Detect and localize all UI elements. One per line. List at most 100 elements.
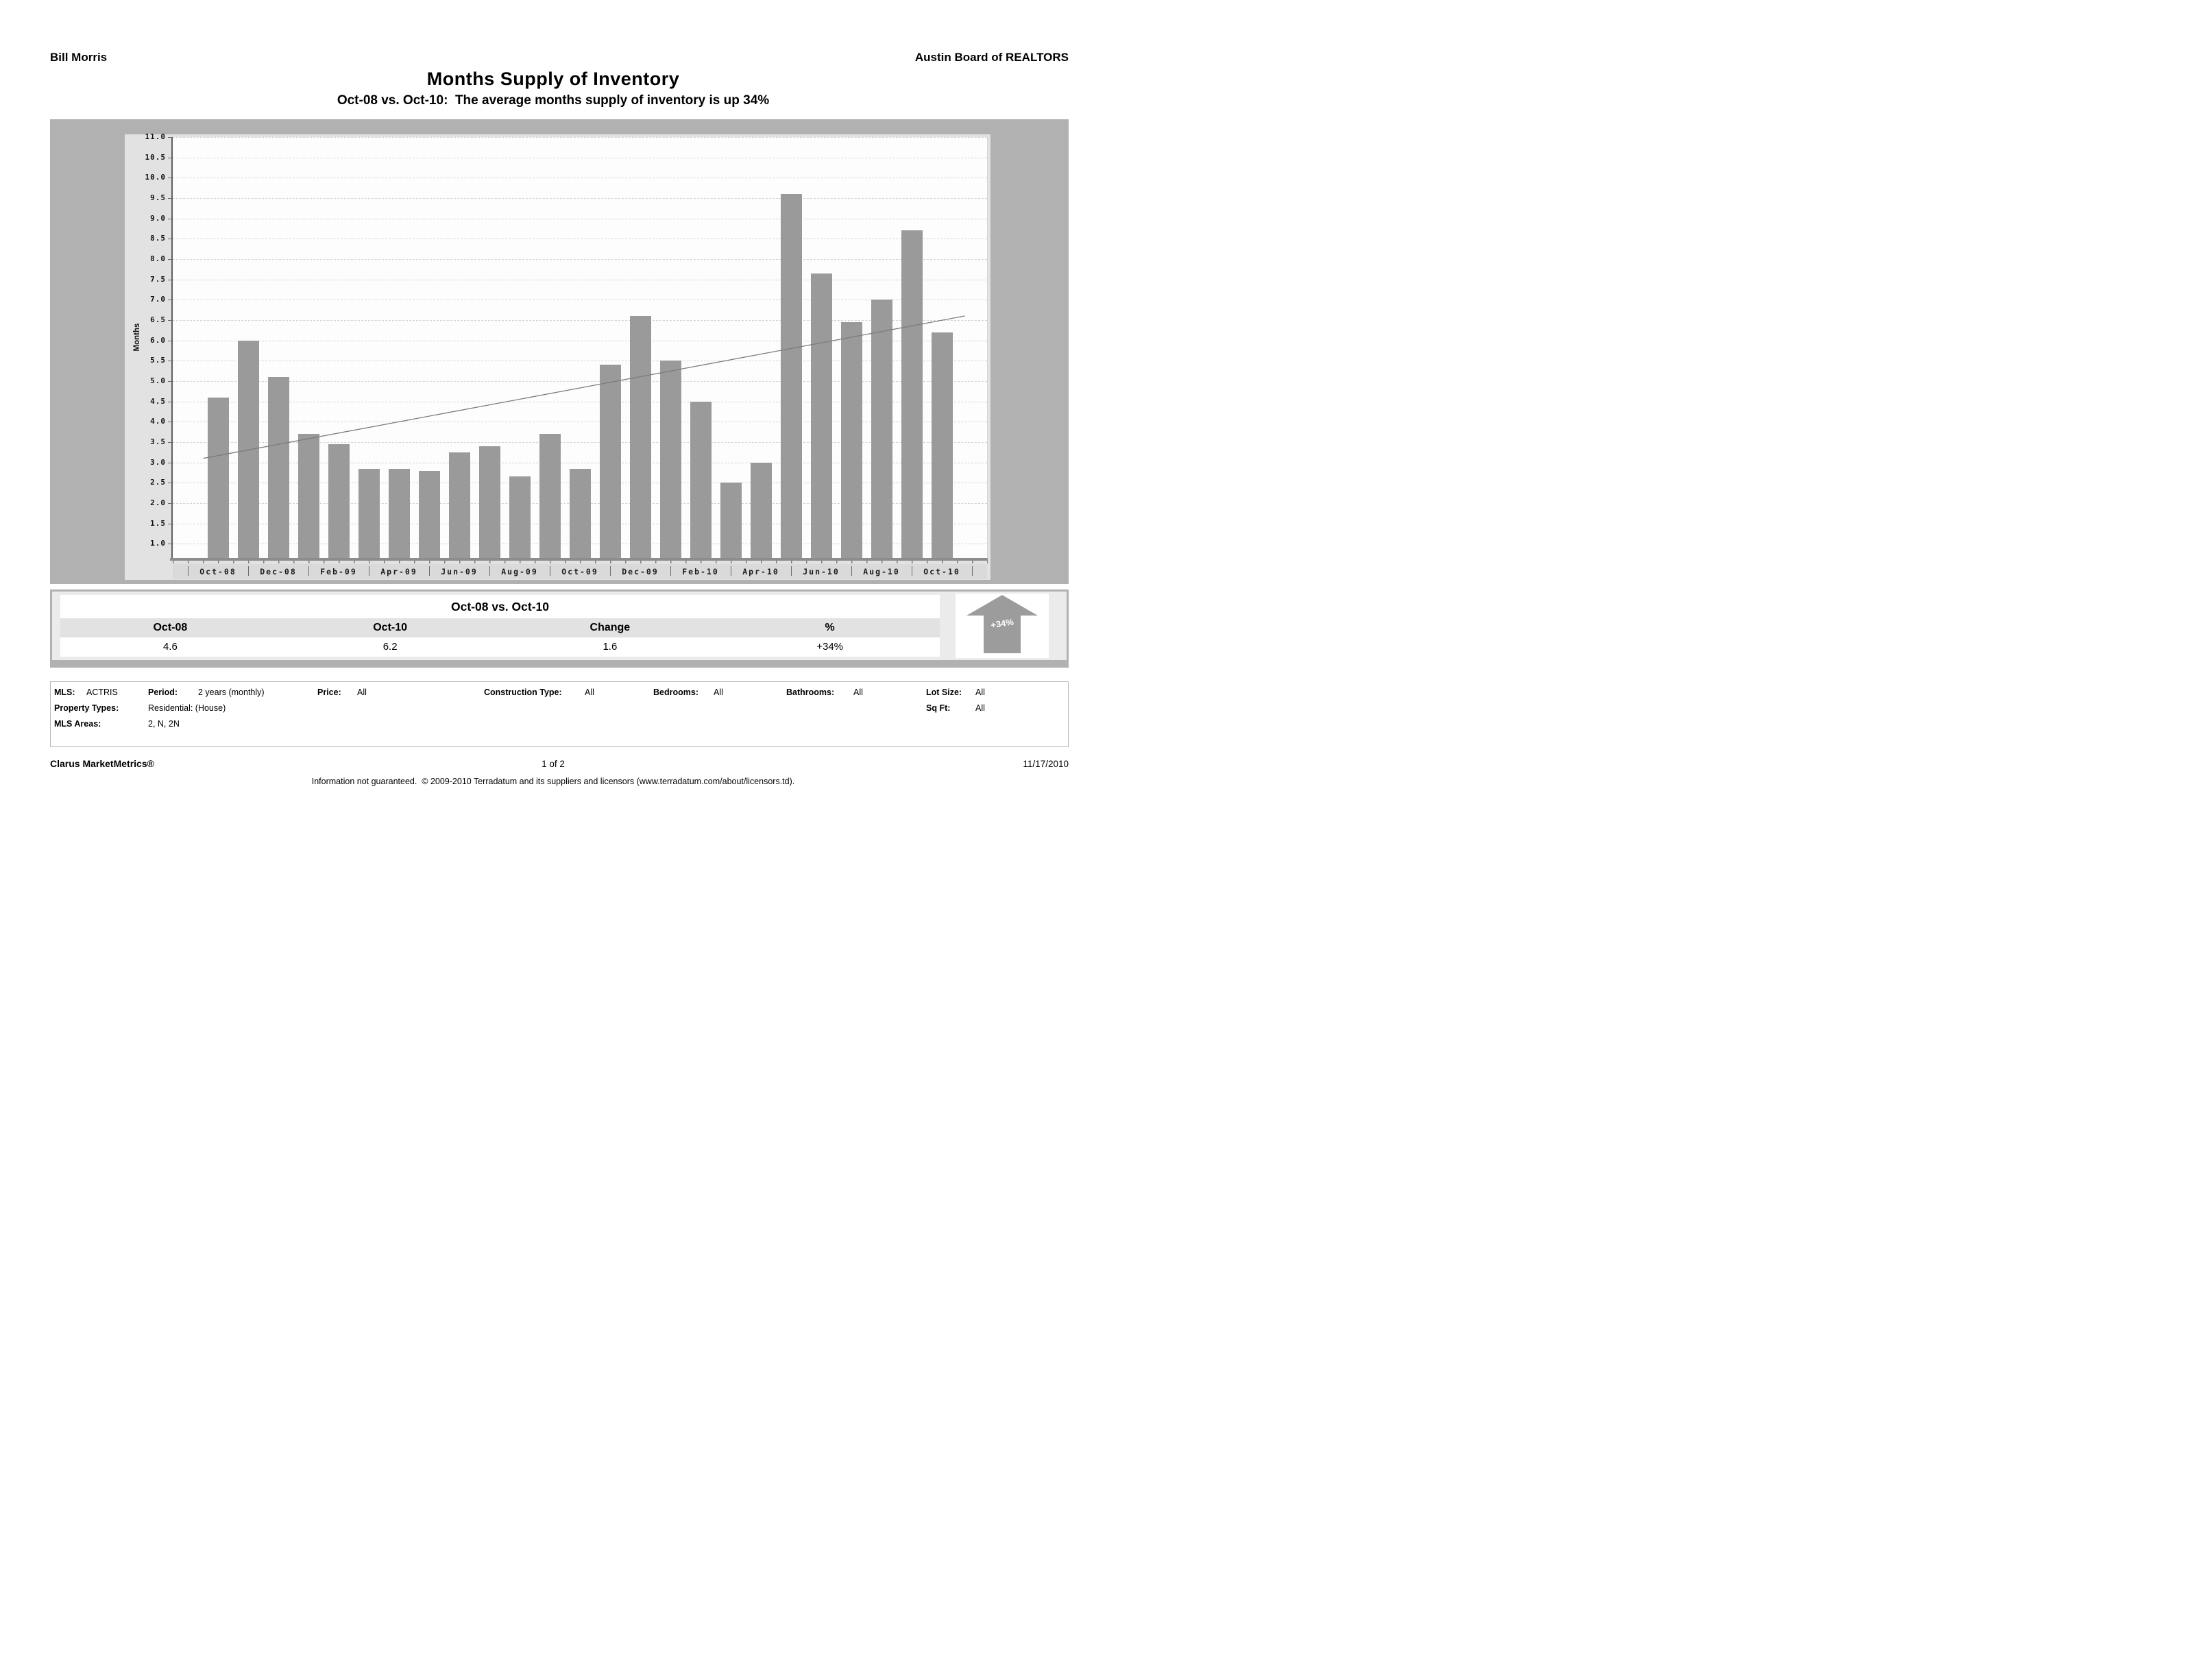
filter-value: All xyxy=(585,688,594,697)
x-axis-minor-ticks xyxy=(173,561,988,563)
month-separator-tick xyxy=(187,566,189,576)
bar xyxy=(750,462,772,558)
report-title: Months Supply of Inventory xyxy=(426,69,680,89)
y-axis-label: 4.5 xyxy=(150,396,166,406)
filter-label: Bedrooms: xyxy=(653,688,698,697)
summary-table-value-row: 4.6 6.2 1.6 +34% xyxy=(60,637,940,657)
y-axis-label: 3.0 xyxy=(150,457,166,467)
summary-column-header: Oct-10 xyxy=(373,622,408,633)
x-axis-label: Oct-10 xyxy=(923,567,960,576)
y-axis-line xyxy=(171,137,173,561)
x-axis-label: Aug-09 xyxy=(501,567,538,576)
y-axis-tick xyxy=(168,137,171,138)
filter-label: Construction Type: xyxy=(484,688,562,697)
trend-arrow-box: +34% xyxy=(956,594,1049,658)
month-separator-tick xyxy=(790,566,792,576)
bar xyxy=(901,230,923,558)
month-separator-tick xyxy=(609,566,611,576)
x-axis-label: Oct-09 xyxy=(561,567,598,576)
y-axis-label: 5.0 xyxy=(150,376,166,385)
y-axis-tick xyxy=(168,380,171,382)
summary-value: 4.6 xyxy=(162,641,178,653)
bar xyxy=(931,332,953,558)
bar xyxy=(629,316,651,558)
x-axis-label: Feb-09 xyxy=(320,567,357,576)
bar xyxy=(358,468,380,558)
x-axis-label: Feb-10 xyxy=(682,567,719,576)
y-axis-tick xyxy=(168,441,171,443)
report-page: Bill Morris Austin Board of REALTORS Mon… xyxy=(0,0,1106,839)
x-axis-label: Apr-10 xyxy=(742,567,779,576)
gridline xyxy=(173,137,987,138)
y-axis-label: 3.5 xyxy=(150,437,166,446)
plot-right-border xyxy=(987,137,988,558)
report-date: 11/17/2010 xyxy=(1023,759,1069,769)
filter-label: Price: xyxy=(317,688,341,697)
up-arrow-stem xyxy=(984,615,1021,653)
bar xyxy=(840,321,862,558)
filter-value: All xyxy=(714,688,723,697)
bar xyxy=(599,365,621,558)
summary-value: 1.6 xyxy=(603,641,618,653)
summary-table-title: Oct-08 vs. Oct-10 xyxy=(60,595,940,618)
x-axis-label: Jun-10 xyxy=(803,567,840,576)
y-axis-label: 2.0 xyxy=(150,498,166,507)
x-axis-label: Dec-09 xyxy=(622,567,659,576)
filter-label: Property Types: xyxy=(54,703,119,713)
y-axis-label: 6.5 xyxy=(150,315,166,324)
gridline xyxy=(173,380,987,382)
filter-label: Bathrooms: xyxy=(786,688,835,697)
bar xyxy=(388,468,410,558)
gridline xyxy=(173,259,987,260)
summary-column-header: Oct-08 xyxy=(153,622,188,633)
x-axis-label: Apr-09 xyxy=(380,567,417,576)
x-axis-label: Jun-09 xyxy=(441,567,478,576)
up-arrow-icon xyxy=(967,595,1038,616)
y-axis-label: 4.0 xyxy=(150,417,166,426)
x-axis-label: Oct-08 xyxy=(199,567,236,576)
product-name: Clarus MarketMetrics® xyxy=(50,758,154,769)
x-axis-line xyxy=(170,558,988,561)
bar xyxy=(297,434,319,558)
filter-value: All xyxy=(975,703,985,713)
y-axis-label: 7.5 xyxy=(150,274,166,284)
y-axis-label: 1.0 xyxy=(150,539,166,548)
filter-label: Period: xyxy=(148,688,178,697)
bar xyxy=(810,273,832,558)
summary-value: +34% xyxy=(816,641,844,653)
summary-section: Oct-08 vs. Oct-10 Oct-08 Oct-10 Change% 4.… xyxy=(50,589,1069,668)
bar xyxy=(207,397,229,558)
summary-table: Oct-08 vs. Oct-10 Oct-08 Oct-10 Change% 4.… xyxy=(60,595,940,657)
y-axis-label: 9.5 xyxy=(150,193,166,202)
bar xyxy=(509,476,531,558)
y-axis-label: 11.0 xyxy=(145,132,166,141)
month-separator-tick xyxy=(308,566,309,576)
bar xyxy=(690,401,712,558)
bar xyxy=(659,361,681,558)
bar xyxy=(237,340,259,558)
month-separator-tick xyxy=(489,566,490,576)
bar xyxy=(539,434,561,558)
filter-value: All xyxy=(357,688,367,697)
x-axis-label: Dec-08 xyxy=(260,567,297,576)
gridline xyxy=(173,441,987,443)
filter-value: ACTRIS xyxy=(86,688,118,697)
chart-container: Months Oct-08 Dec-08 Feb-09 Apr-09 Jun-09 Aug… xyxy=(50,119,1069,584)
filter-label: Lot Size: xyxy=(926,688,962,697)
y-axis-tick xyxy=(168,259,171,260)
filter-label: MLS: xyxy=(54,688,75,697)
bar xyxy=(871,300,892,558)
filter-value: Residential: (House) xyxy=(148,703,226,713)
y-axis-label: 5.5 xyxy=(150,356,166,365)
summary-value: 6.2 xyxy=(382,641,398,653)
y-axis-label: 1.5 xyxy=(150,518,166,528)
filter-value: 2 years (monthly) xyxy=(198,688,265,697)
y-axis-label: 9.0 xyxy=(150,213,166,223)
y-axis-tick xyxy=(168,198,171,199)
chart-panel: Months Oct-08 Dec-08 Feb-09 Apr-09 Jun-09 Aug… xyxy=(125,132,990,580)
month-separator-tick xyxy=(247,566,249,576)
month-separator-tick xyxy=(670,566,671,576)
summary-table-header-row: Oct-08 Oct-10 Change% xyxy=(60,618,940,637)
y-axis-label: 2.5 xyxy=(150,478,166,487)
summary-section-inner: Oct-08 vs. Oct-10 Oct-08 Oct-10 Change% 4.… xyxy=(52,592,1067,660)
